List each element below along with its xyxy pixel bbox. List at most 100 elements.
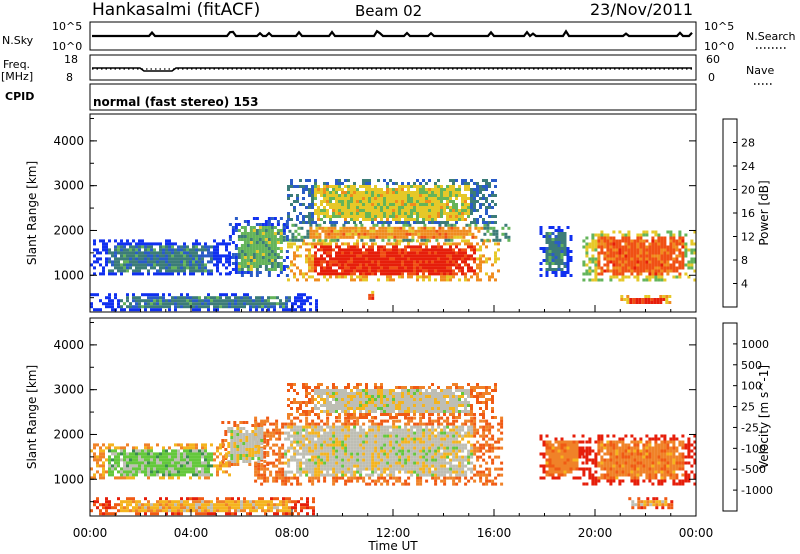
power-cell [585,245,589,249]
power-cell [371,296,375,300]
power-cell [114,272,117,276]
velocity-cell [413,464,417,468]
velocity-cell [494,440,498,444]
power-cell [413,182,416,185]
velocity-cell [419,449,423,453]
power-cell [144,254,147,258]
power-cell [377,206,380,209]
power-cell [348,226,352,230]
power-cell [311,266,314,270]
power-cell [372,238,376,242]
power-cell [452,254,455,258]
power-cell [648,251,652,255]
power-cell [153,266,156,270]
power-cell [309,302,312,306]
power-cell [467,257,470,261]
velocity-cell [317,440,321,444]
velocity-cell [410,419,414,423]
power-cell [338,179,341,182]
power-cell [669,263,673,267]
power-cell [249,268,253,271]
velocity-cell [284,437,288,441]
power-cell [332,215,335,218]
velocity-cell [431,440,435,444]
velocity-cell [428,467,432,471]
power-cell [431,269,434,273]
power-cell [449,245,452,249]
power-cell [404,194,407,197]
power-cell [341,272,344,276]
velocity-cell [356,449,360,453]
velocity-cell [425,428,429,432]
velocity-cell [467,455,471,459]
power-cell [366,232,370,236]
velocity-cell [437,440,441,444]
power-cell [365,188,368,191]
power-cell [377,203,380,206]
velocity-cell [419,461,423,465]
velocity-cell [431,422,435,426]
velocity-cell [302,386,305,389]
power-cell [102,239,105,243]
velocity-cell [371,479,375,483]
velocity-cell [299,482,303,486]
date-title: 23/Nov/2011 [590,0,693,19]
velocity-cell [344,413,347,416]
velocity-cell [440,431,444,435]
velocity-cell [368,458,372,462]
velocity-cell [362,452,366,456]
velocity-cell [464,482,468,486]
power-cell [636,233,640,237]
power-cell [186,260,189,264]
velocity-cell [284,449,288,453]
velocity-cell [329,407,332,410]
velocity-cell [464,458,468,462]
power-cell [353,182,356,185]
velocity-cell [392,461,396,465]
velocity-cell [323,479,327,483]
power-cell [566,256,570,259]
velocity-cell [308,425,312,429]
velocity-cell [344,446,348,450]
power-cell [290,245,293,249]
power-cell [165,299,168,303]
velocity-cell [308,401,311,404]
velocity-cell [293,473,297,477]
power-cell [347,254,350,258]
velocity-cell [431,455,435,459]
power-cell [404,215,407,218]
power-cell [627,233,631,237]
velocity-cell [383,440,387,444]
power-cell [377,197,380,200]
velocity-cell [386,440,390,444]
power-cell [192,251,195,255]
power-cell [422,269,425,273]
power-cell [621,233,625,237]
power-cell [300,235,304,239]
velocity-cell [440,440,444,444]
power-cell [323,188,326,191]
power-cell [371,197,374,200]
velocity-cell [329,431,333,435]
power-cell [497,242,500,246]
velocity-cell [437,422,441,426]
power-cell [449,209,452,212]
power-cell [135,269,138,273]
power-cell [603,242,607,246]
velocity-cell [341,464,345,468]
power-cell [452,242,455,246]
power-cell [273,250,277,253]
power-cell [425,260,428,264]
power-cell [258,247,262,250]
power-cell [387,226,391,230]
power-cell [201,257,204,261]
power-cell [356,209,359,212]
power-cell [293,206,296,209]
velocity-cell [341,437,345,441]
power-cell [341,263,344,267]
velocity-cell [374,431,378,435]
power-cell [669,236,673,240]
power-cell [393,238,397,242]
velocity-cell [281,455,285,459]
power-cell [438,235,442,239]
